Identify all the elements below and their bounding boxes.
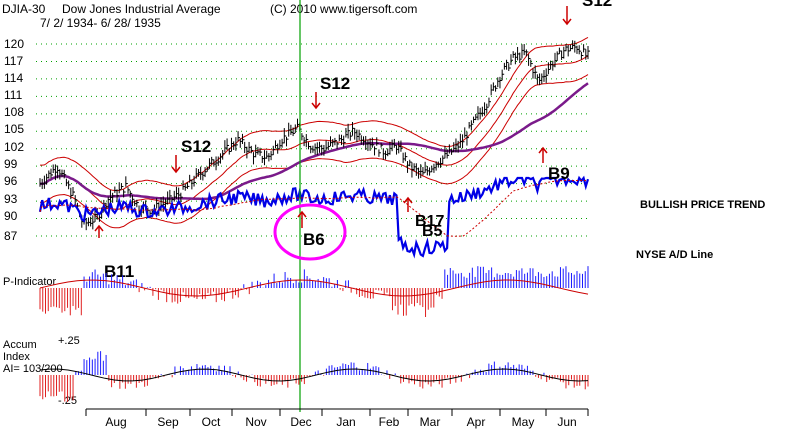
- ad-ma-path: [39, 179, 589, 237]
- arrow-s12-3-head: [562, 18, 572, 26]
- signal-s12-2: S12: [320, 74, 350, 93]
- y-tick-117: 117: [4, 54, 23, 68]
- month-label-oct: Oct: [202, 415, 221, 429]
- arrow-s12-2-head: [311, 102, 321, 110]
- arrow-b9-head: [538, 146, 548, 154]
- ad-line-path: [38, 175, 590, 259]
- label-ai: AI= 103/200: [3, 363, 63, 375]
- y-tick-114: 114: [4, 71, 23, 85]
- month-label-nov: Nov: [245, 415, 266, 429]
- label-bullish-trend: BULLISH PRICE TREND: [640, 199, 765, 211]
- y-tick-102: 102: [4, 140, 24, 154]
- signal-s12-3: S12: [582, 0, 612, 10]
- label-index: Index: [3, 351, 30, 363]
- month-label-may: May: [512, 415, 535, 429]
- label-p-indicator: P-Indicator: [3, 276, 57, 288]
- y-tick-105: 105: [4, 122, 24, 136]
- y-tick-99: 99: [4, 157, 18, 171]
- upper-band: [40, 36, 589, 192]
- month-label-jun: Jun: [557, 415, 576, 429]
- signals: S12 S12 S12 B6 B17 B5 B9 B11: [104, 0, 612, 281]
- accum-ma-line: [39, 368, 589, 382]
- y-tick-93: 93: [4, 192, 18, 206]
- arrow-b17-head: [403, 196, 413, 204]
- signal-b5: B5: [422, 223, 443, 240]
- arrow-b11-head: [94, 224, 104, 232]
- header-symbol: DJIA-30: [2, 2, 46, 16]
- arrow-b6-head: [297, 210, 307, 218]
- signal-b17: B17: [415, 213, 444, 230]
- month-label-aug: Aug: [105, 415, 126, 429]
- month-label-mar: Mar: [420, 415, 441, 429]
- label-nyse-ad: NYSE A/D Line: [636, 249, 713, 261]
- signal-b6: B6: [303, 230, 325, 249]
- ad-line: [38, 175, 590, 259]
- p-indicator-histogram: [39, 266, 589, 317]
- header-range: 7/ 2/ 1934- 6/ 28/ 1935: [40, 16, 161, 30]
- y-tick-96: 96: [4, 174, 18, 188]
- month-label-feb: Feb: [379, 415, 400, 429]
- label-accum: Accum: [3, 339, 37, 351]
- p-ma-line: [39, 279, 589, 297]
- highlight-circle: [273, 203, 347, 261]
- signal-b9: B9: [548, 164, 570, 183]
- header-copyright: (C) 2010 www.tigersoft.com: [270, 2, 417, 16]
- accum-histogram: [39, 351, 589, 402]
- month-label-dec: Dec: [290, 415, 311, 429]
- lower-band: [39, 74, 589, 229]
- y-tick-108: 108: [4, 105, 24, 119]
- signal-b11: B11: [104, 262, 134, 281]
- y-tick-87: 87: [4, 229, 18, 243]
- month-label-jan: Jan: [336, 415, 355, 429]
- month-axis: Aug Sep Oct Nov Dec Jan Feb Mar Apr May Jun: [85, 408, 589, 429]
- month-label-apr: Apr: [467, 415, 486, 429]
- month-label-sep: Sep: [157, 415, 179, 429]
- signal-s12-1: S12: [181, 137, 211, 156]
- label-plus-25: +.25: [58, 335, 80, 347]
- y-tick-111: 111: [4, 88, 23, 102]
- y-tick-90: 90: [4, 209, 18, 223]
- y-tick-120: 120: [4, 37, 24, 51]
- signal-arrows: [94, 6, 572, 238]
- arrow-s12-1-head: [171, 166, 181, 174]
- y-axis: 120 117 114 111 108 105 102 99 96 93 90 …: [4, 37, 24, 243]
- price-bars: [39, 40, 590, 231]
- header-name: Dow Jones Industrial Average: [62, 2, 221, 16]
- ma-65: [39, 82, 589, 201]
